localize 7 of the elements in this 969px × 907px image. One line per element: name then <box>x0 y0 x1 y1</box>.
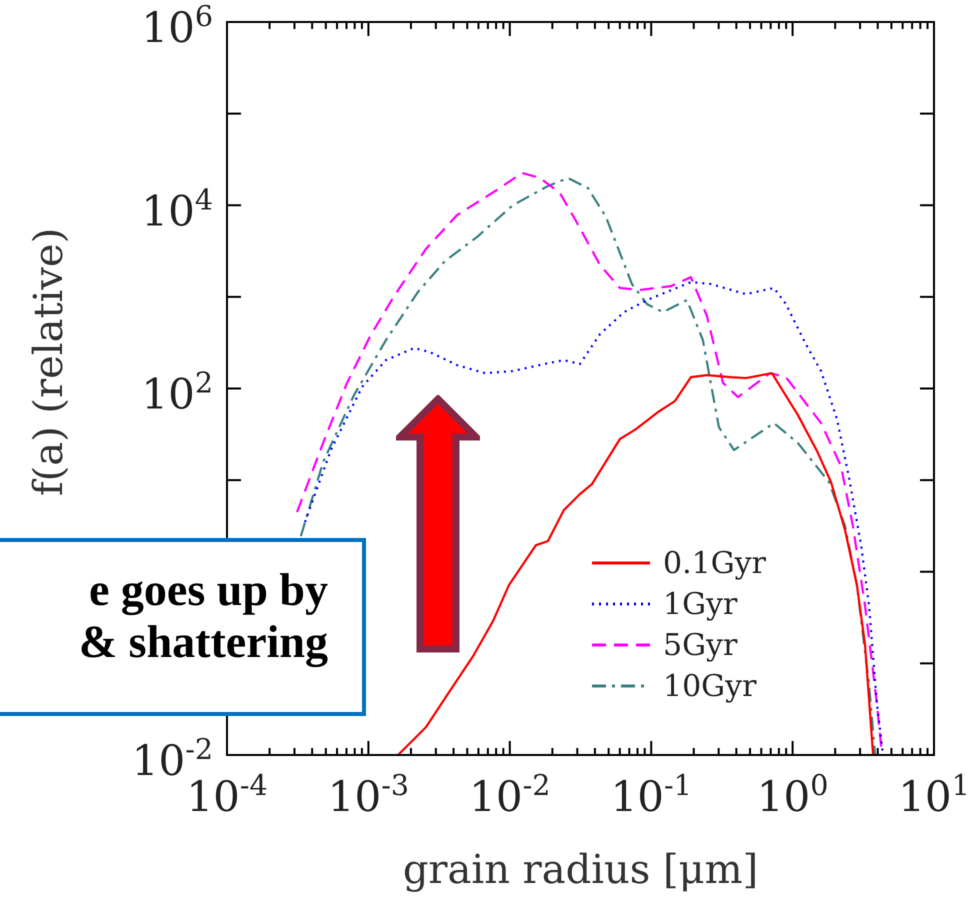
legend-label: 0.1Gyr <box>663 546 767 581</box>
x-axis-title: grain radius [μm] <box>402 847 758 893</box>
legend-label: 1Gyr <box>663 586 738 622</box>
y-axis-title: f(a) (relative) <box>26 228 72 496</box>
legend-label: 10Gyr <box>663 668 758 704</box>
legend-label: 5Gyr <box>663 628 738 663</box>
annotation: e goes up by & shattering <box>0 538 366 716</box>
